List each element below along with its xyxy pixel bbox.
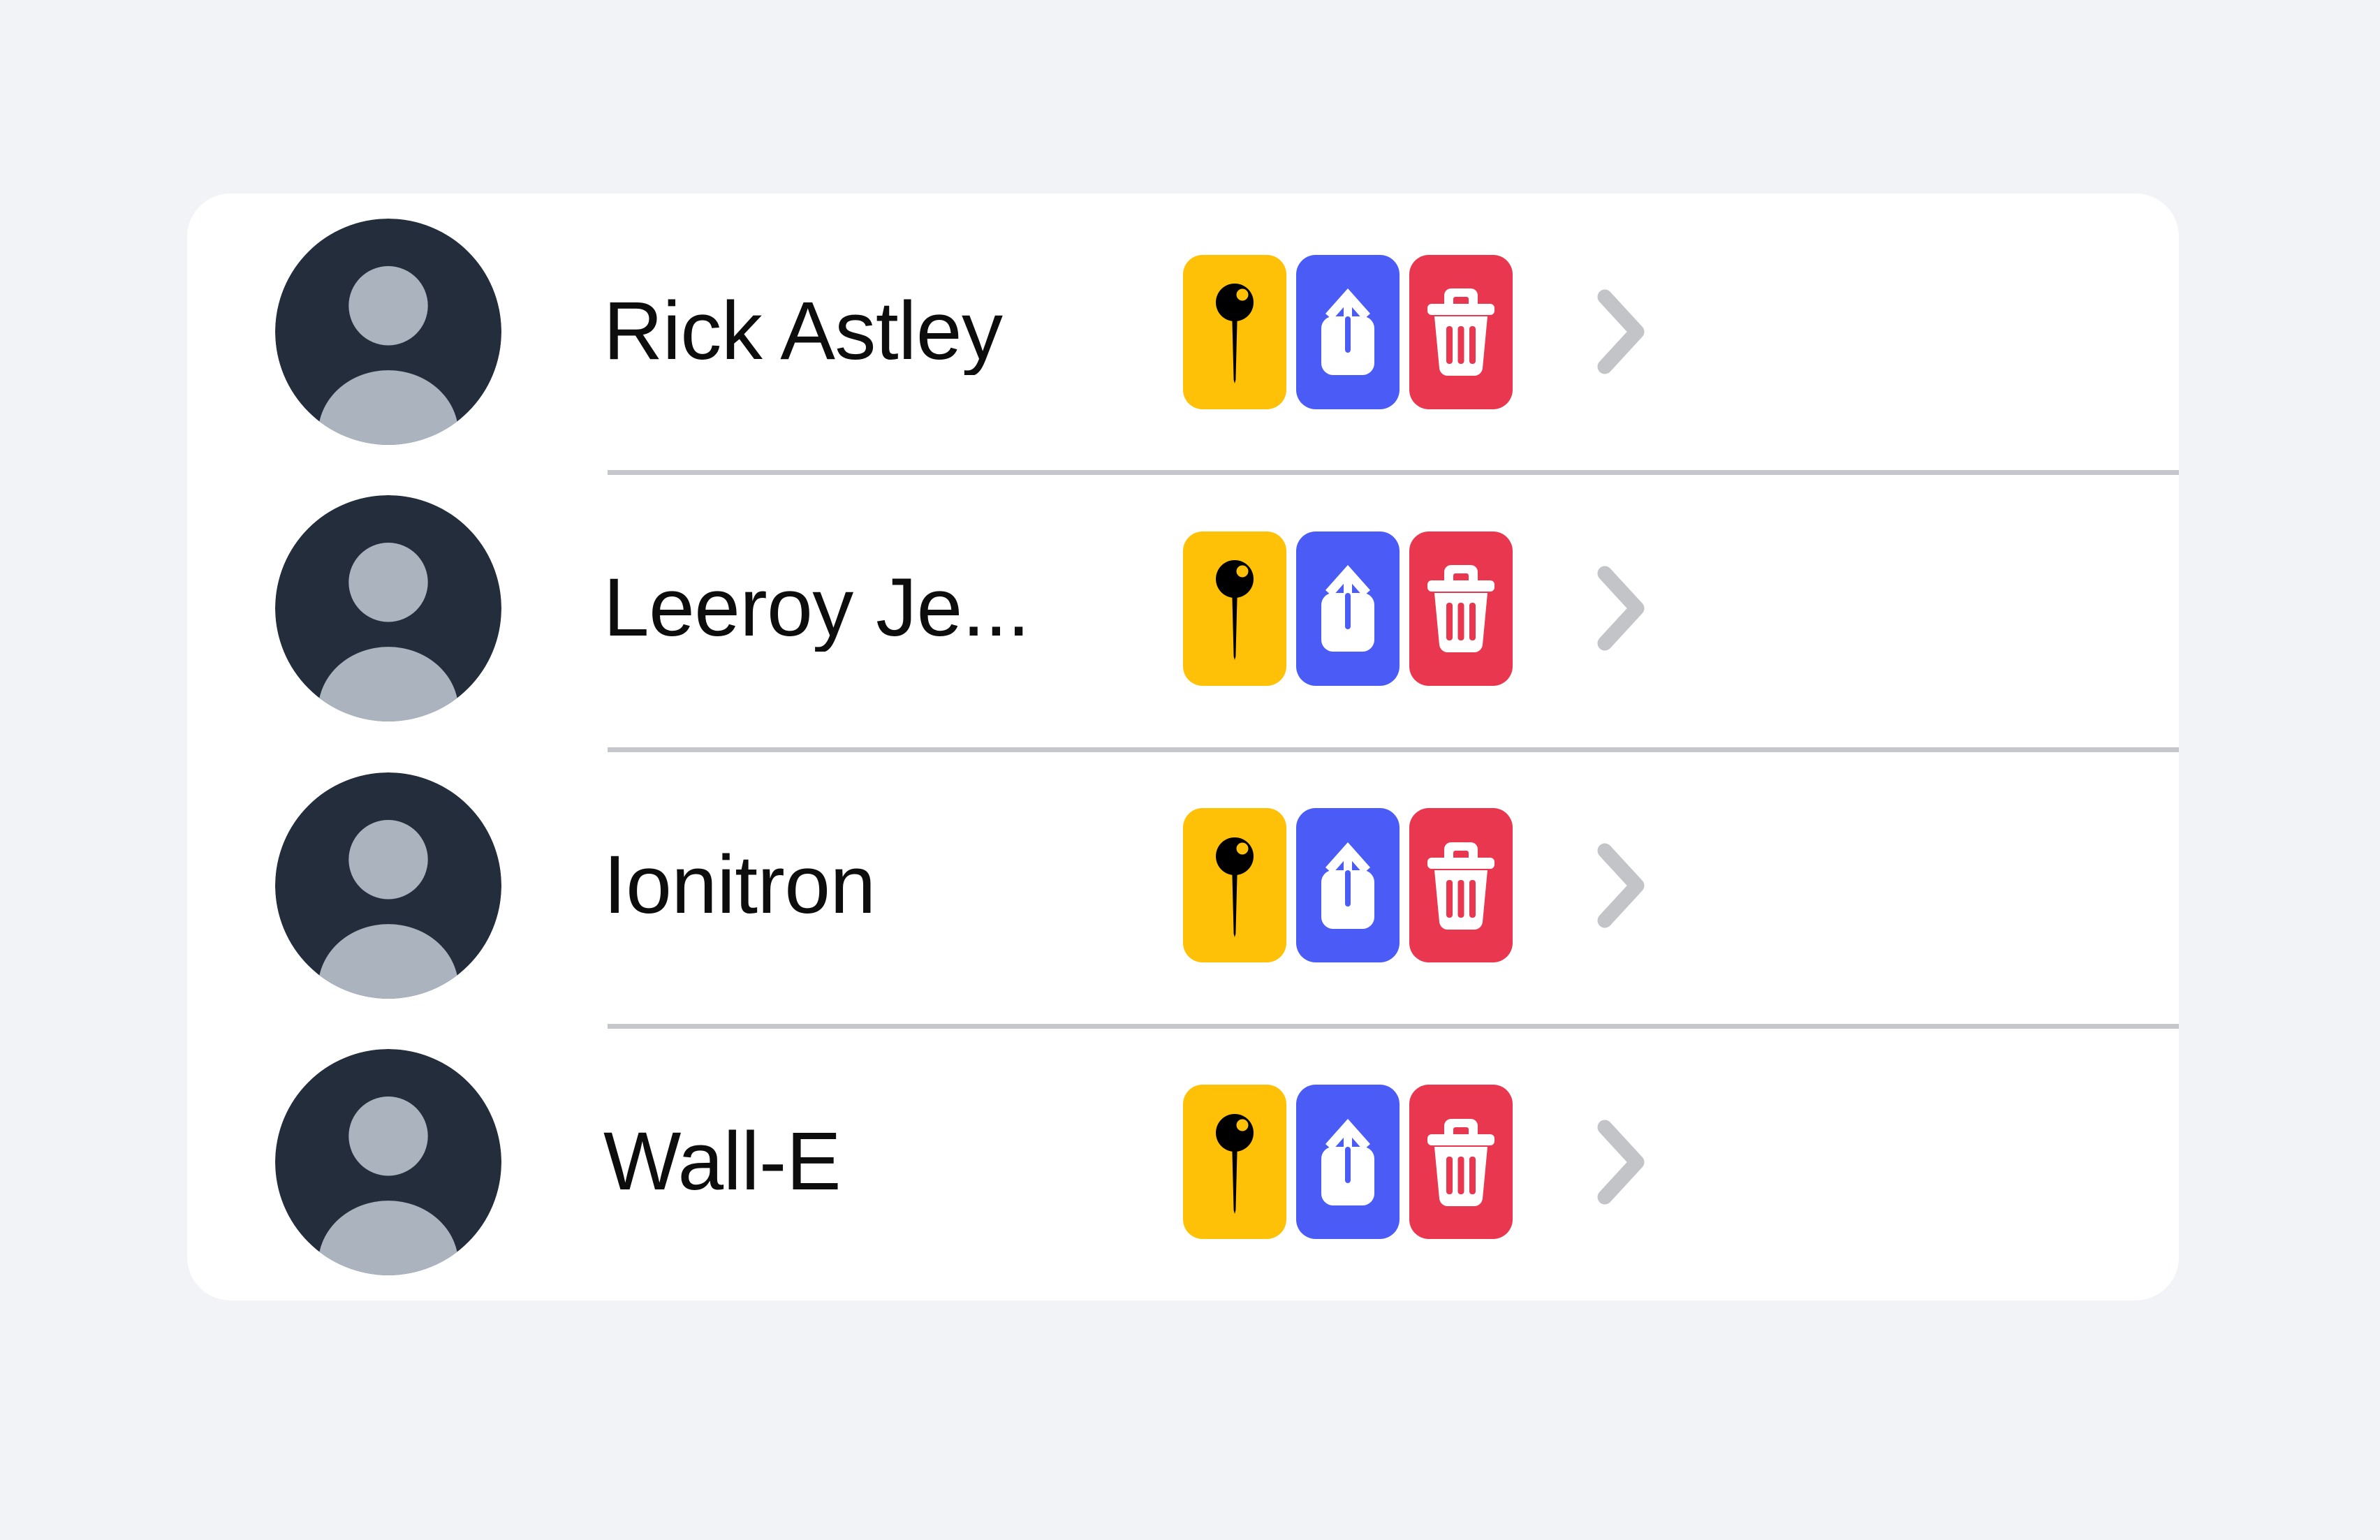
contact-name: Leeroy Je...: [603, 565, 1030, 652]
contact-card: Rick Astley: [187, 193, 2179, 1300]
pin-button[interactable]: [1183, 531, 1286, 686]
delete-button[interactable]: [1409, 808, 1513, 963]
share-button[interactable]: [1296, 808, 1400, 963]
chevron-right-icon: [1597, 1120, 1645, 1205]
disclosure-chevron[interactable]: [1570, 545, 1675, 671]
contact-name: Ionitron: [603, 842, 876, 929]
delete-button[interactable]: [1409, 531, 1513, 686]
share-button[interactable]: [1296, 1085, 1400, 1240]
avatar: [275, 1048, 501, 1275]
trash-icon: [1427, 288, 1494, 376]
share-icon: [1321, 565, 1374, 652]
chevron-right-icon: [1597, 843, 1645, 928]
chevron-right-icon: [1597, 566, 1645, 651]
person-placeholder-icon: [275, 1048, 501, 1275]
avatar: [275, 219, 501, 446]
list-item[interactable]: Leeroy Je...: [187, 470, 2179, 747]
contact-name: Wall-E: [603, 1118, 842, 1205]
trash-icon: [1427, 1118, 1494, 1206]
contact-list: Rick Astley: [187, 193, 2179, 1300]
person-placeholder-icon: [275, 495, 501, 722]
pin-button[interactable]: [1183, 1085, 1286, 1240]
trash-icon: [1427, 842, 1494, 930]
row-actions: [1183, 808, 1513, 963]
delete-button[interactable]: [1409, 1085, 1513, 1240]
disclosure-chevron[interactable]: [1570, 823, 1675, 948]
share-button[interactable]: [1296, 531, 1400, 686]
pin-icon: [1216, 284, 1254, 384]
chevron-right-icon: [1597, 289, 1645, 374]
row-actions: [1183, 531, 1513, 686]
list-item[interactable]: Wall-E: [187, 1023, 2179, 1300]
disclosure-chevron[interactable]: [1570, 269, 1675, 395]
person-placeholder-icon: [275, 772, 501, 999]
row-actions: [1183, 254, 1513, 409]
delete-button[interactable]: [1409, 254, 1513, 409]
share-icon: [1321, 1118, 1374, 1205]
list-item[interactable]: Ionitron: [187, 747, 2179, 1024]
pin-icon: [1216, 1113, 1254, 1214]
contact-name: Rick Astley: [603, 288, 1003, 376]
disclosure-chevron[interactable]: [1570, 1099, 1675, 1225]
avatar: [275, 495, 501, 722]
pin-icon: [1216, 837, 1254, 937]
list-item[interactable]: Rick Astley: [187, 193, 2179, 470]
share-icon: [1321, 842, 1374, 929]
share-button[interactable]: [1296, 254, 1400, 409]
pin-button[interactable]: [1183, 254, 1286, 409]
person-placeholder-icon: [275, 219, 501, 446]
pin-icon: [1216, 560, 1254, 661]
row-actions: [1183, 1085, 1513, 1240]
share-icon: [1321, 288, 1374, 376]
trash-icon: [1427, 565, 1494, 653]
avatar: [275, 772, 501, 999]
pin-button[interactable]: [1183, 808, 1286, 963]
